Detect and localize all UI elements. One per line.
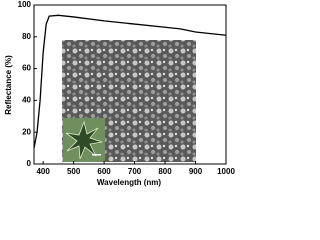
star-particle [65, 120, 103, 160]
x-tick-label: 800 [158, 167, 172, 176]
x-tick-label: 1000 [217, 167, 235, 176]
x-tick-label: 600 [97, 167, 111, 176]
y-tick-label: 80 [22, 32, 31, 41]
x-tick-label: 400 [36, 167, 50, 176]
reflectance-line [33, 14, 227, 149]
x-axis-label: Wavelength (nm) [97, 178, 161, 187]
plot-frame [33, 4, 227, 165]
x-tick-label: 700 [128, 167, 142, 176]
y-tick-label: 40 [22, 96, 31, 105]
scale-bar [92, 154, 101, 156]
x-tick-label: 500 [67, 167, 81, 176]
x-tick-label: 900 [189, 167, 203, 176]
y-axis-label: Reflectance (%) [4, 55, 13, 115]
chart: Wavelength (nm) Reflectance (%) 0 20 40 60 8… [4, 0, 235, 187]
y-tick-label: 0 [27, 159, 32, 168]
inset-image [62, 40, 196, 162]
y-tick-label: 100 [18, 0, 32, 9]
y-tick-label: 20 [22, 127, 31, 136]
y-tick-label: 60 [22, 64, 31, 73]
